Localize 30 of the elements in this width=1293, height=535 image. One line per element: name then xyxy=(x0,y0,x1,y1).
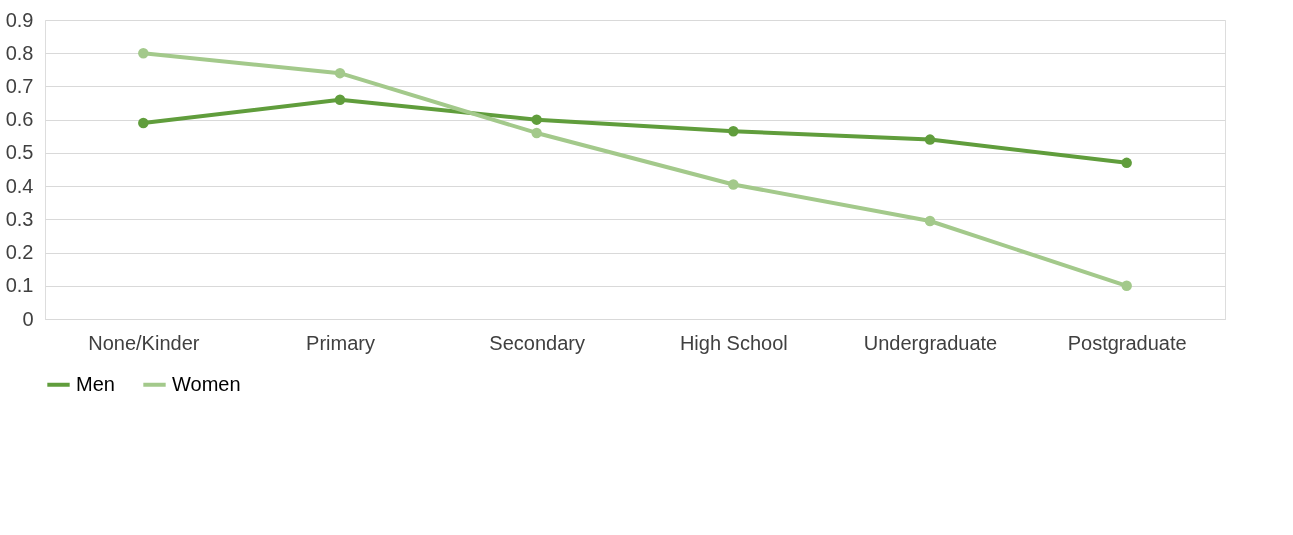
x-tick-label: Postgraduate xyxy=(1067,331,1187,354)
point xyxy=(1121,280,1132,292)
y-tick-label: 0.5 xyxy=(5,141,34,164)
y-tick-label: 0 xyxy=(22,307,34,330)
y-tick-label: 0.7 xyxy=(5,74,34,97)
y-tick-label: 0.3 xyxy=(5,207,34,230)
point xyxy=(531,127,542,139)
y-tick-label: 0.2 xyxy=(5,241,34,264)
x-tick-label: High School xyxy=(679,331,788,354)
y-tick-label: 0.1 xyxy=(5,274,34,297)
point xyxy=(138,47,149,59)
x-tick-label: Secondary xyxy=(489,331,585,354)
y-tick-label: 0.6 xyxy=(5,108,34,131)
point xyxy=(924,134,936,145)
point xyxy=(924,215,936,227)
point xyxy=(728,126,739,137)
point xyxy=(1121,157,1132,169)
y-tick-label: 0.4 xyxy=(5,174,34,197)
x-tick-label: Undergraduate xyxy=(863,331,998,354)
point xyxy=(334,67,346,79)
point xyxy=(728,179,739,190)
y-tick-label: 0.9 xyxy=(5,8,34,31)
x-tick-label: Primary xyxy=(306,331,375,354)
x-tick-label: None/Kinder xyxy=(88,331,200,354)
y-tick-label: 0.8 xyxy=(5,41,34,64)
point xyxy=(138,117,149,129)
legend-label: Men xyxy=(76,372,115,395)
point xyxy=(334,94,346,105)
point xyxy=(531,114,542,125)
legend-label: Women xyxy=(172,372,241,395)
